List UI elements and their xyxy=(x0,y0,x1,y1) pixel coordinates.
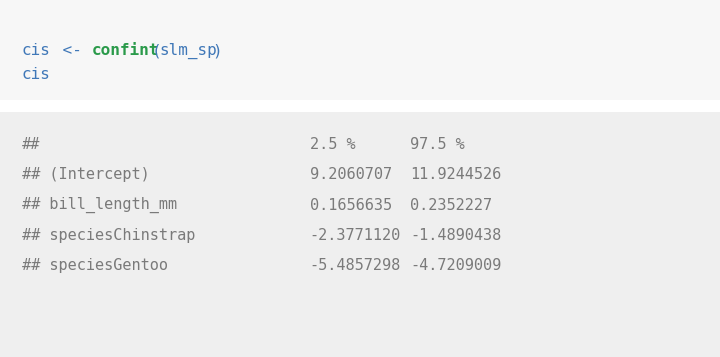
Text: ##: ## xyxy=(22,137,40,152)
Text: (: ( xyxy=(152,43,161,58)
Text: <-: <- xyxy=(53,43,91,58)
Text: ## speciesChinstrap: ## speciesChinstrap xyxy=(22,228,195,243)
Text: ): ) xyxy=(212,43,222,58)
Text: -4.7209009: -4.7209009 xyxy=(410,258,502,273)
Text: 0.1656635: 0.1656635 xyxy=(310,198,392,213)
Text: cis: cis xyxy=(22,67,50,82)
Text: cis: cis xyxy=(22,43,50,58)
Text: 0.2352227: 0.2352227 xyxy=(410,198,492,213)
Text: 9.2060707: 9.2060707 xyxy=(310,167,392,182)
Text: confint: confint xyxy=(92,43,160,58)
Text: 2.5 %: 2.5 % xyxy=(310,137,355,152)
Text: ## (Intercept): ## (Intercept) xyxy=(22,167,149,182)
Text: -2.3771120: -2.3771120 xyxy=(310,228,401,243)
Text: 11.9244526: 11.9244526 xyxy=(410,167,502,182)
Text: -1.4890438: -1.4890438 xyxy=(410,228,502,243)
Text: 97.5 %: 97.5 % xyxy=(410,137,465,152)
Text: ## speciesGentoo: ## speciesGentoo xyxy=(22,258,168,273)
Text: -5.4857298: -5.4857298 xyxy=(310,258,401,273)
Text: ## bill_length_mm: ## bill_length_mm xyxy=(22,197,176,213)
Text: slm_sp: slm_sp xyxy=(160,42,217,59)
